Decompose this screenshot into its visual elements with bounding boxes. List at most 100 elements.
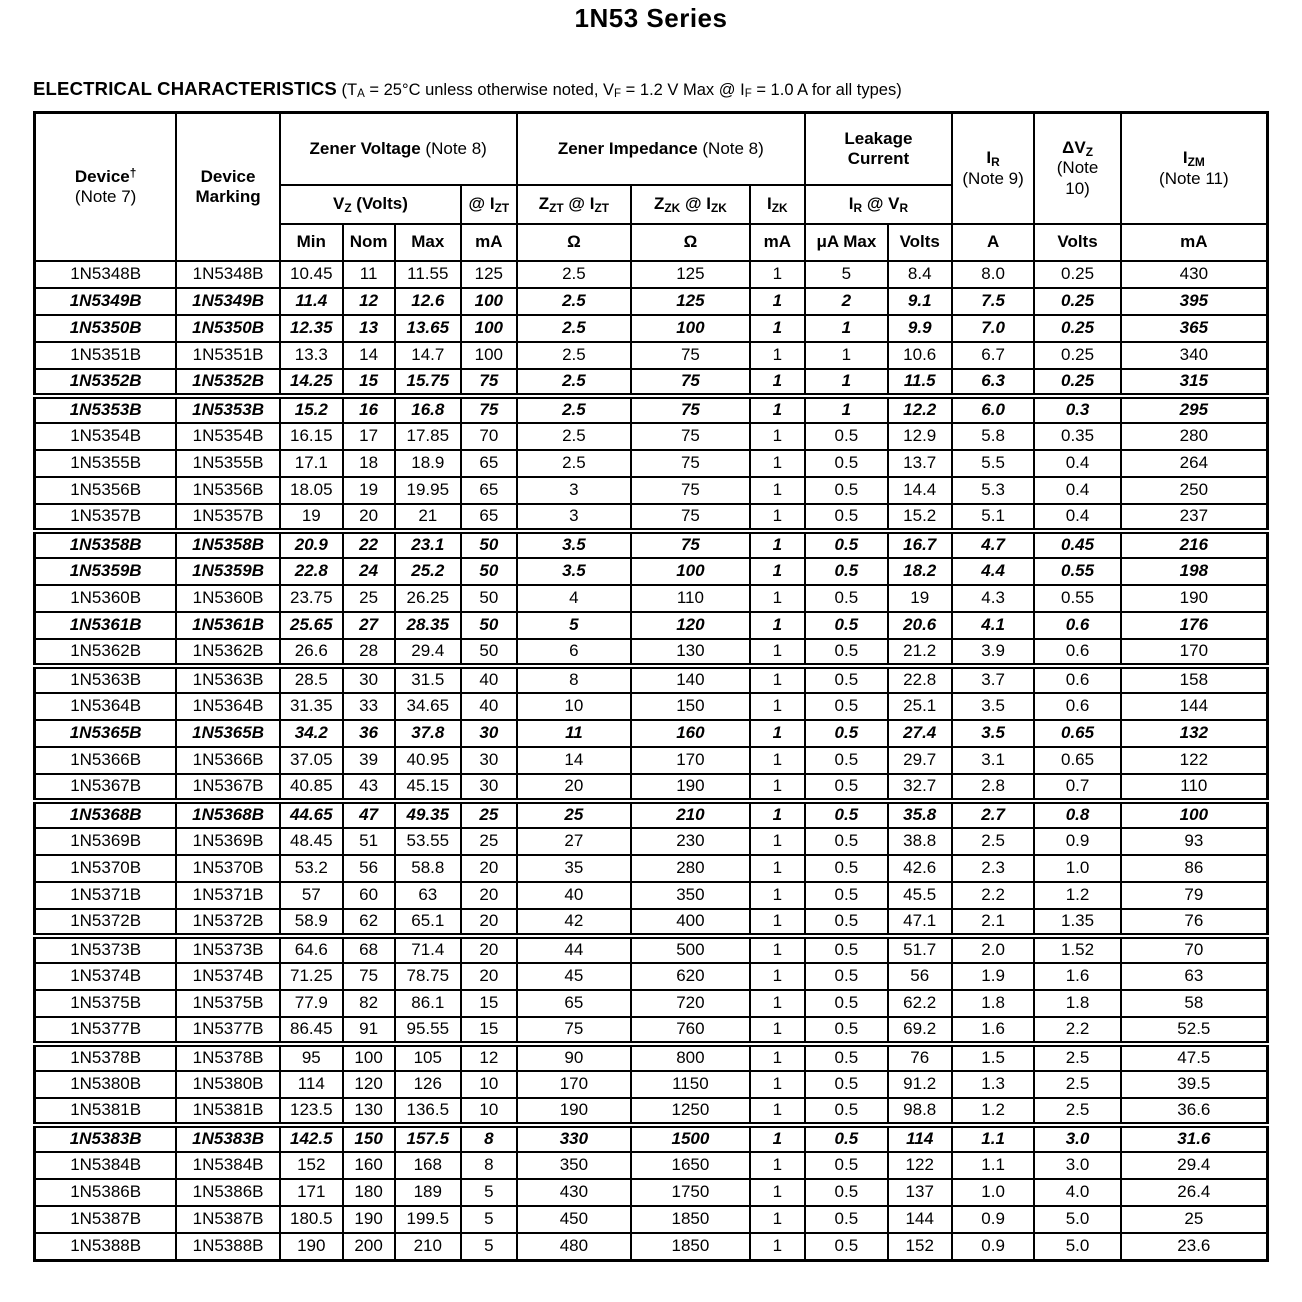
- device-group: 1N5368B 1N5368B 44.65 47 49.35 25 25 210 1 0.5 35.…: [33, 800, 1269, 937]
- vz-min-cell: 64.6: [278, 935, 344, 964]
- dvz-volts-cell: 1.0: [1033, 854, 1122, 883]
- table-row: 1N5371B 1N5371B 57 60 63 20 40 350 1 0.5 45.5 2.2 1.…: [33, 881, 1269, 910]
- marking-cell: 1N5373B: [175, 935, 281, 964]
- ir-a-cell: 2.3: [950, 854, 1036, 883]
- dvz-volts-cell: 0.65: [1033, 719, 1122, 748]
- device-cell: 1N5357B: [33, 503, 178, 532]
- vz-nom-cell: 20: [341, 503, 396, 532]
- device-cell: 1N5383B: [33, 1124, 178, 1153]
- dvz-volts-cell: 0.4: [1033, 503, 1122, 532]
- izt-ma-cell: 75: [460, 368, 518, 397]
- device-cell: 1N5364B: [33, 692, 178, 721]
- zzk-cell: 75: [630, 530, 751, 559]
- vr-volts-cell: 25.1: [886, 692, 953, 721]
- table-row: 1N5374B 1N5374B 71.25 75 78.75 20 45 620 1 0.5 56 1…: [33, 962, 1269, 991]
- izm-ma-cell: 25: [1119, 1205, 1269, 1234]
- vz-max-cell: 45.15: [393, 773, 463, 802]
- zzt-cell: 2.5: [515, 422, 633, 451]
- vz-max-cell: 189: [393, 1178, 463, 1207]
- vr-volts-cell: 9.9: [886, 314, 953, 343]
- vz-max-cell: 65.1: [393, 908, 463, 937]
- section-heading: ELECTRICAL CHARACTERISTICS: [33, 78, 337, 99]
- table-row: 1N5362B 1N5362B 26.6 28 29.4 50 6 130 1 0.5 21.2 3.…: [33, 638, 1269, 667]
- device-cell: 1N5353B: [33, 395, 178, 424]
- header-zzk-at-izk: ZZK @ IZK: [630, 184, 751, 225]
- vz-nom-cell: 16: [341, 395, 396, 424]
- table-row: 1N5357B 1N5357B 19 20 21 65 3 75 1 0.5 15.2 5.1 0.4 2…: [33, 503, 1269, 532]
- izm-ma-cell: 79: [1119, 881, 1269, 910]
- zzt-cell: 14: [515, 746, 633, 775]
- marking-cell: 1N5353B: [175, 395, 281, 424]
- vz-max-cell: 63: [393, 881, 463, 910]
- ir-a-cell: 5.8: [950, 422, 1036, 451]
- marking-cell: 1N5352B: [175, 368, 281, 397]
- izt-ma-cell: 20: [460, 962, 518, 991]
- izt-ma-cell: 20: [460, 908, 518, 937]
- vz-min-cell: 23.75: [278, 584, 344, 613]
- izt-ma-cell: 50: [460, 611, 518, 640]
- header-unit-izt-ma: mA: [460, 223, 518, 262]
- ir-ua-max-cell: 0.5: [804, 827, 889, 856]
- dvz-volts-cell: 0.7: [1033, 773, 1122, 802]
- device-cell: 1N5388B: [33, 1232, 178, 1261]
- ir-a-cell: 7.0: [950, 314, 1036, 343]
- dvz-volts-cell: 1.8: [1033, 989, 1122, 1018]
- vr-volts-cell: 62.2: [886, 989, 953, 1018]
- header-unit-ua-max: μA Max: [804, 223, 889, 262]
- vz-min-cell: 44.65: [278, 800, 344, 829]
- zzk-cell: 110: [630, 584, 751, 613]
- vz-nom-cell: 33: [341, 692, 396, 721]
- izk-cell: 1: [748, 827, 807, 856]
- ir-a-cell: 6.0: [950, 395, 1036, 424]
- device-cell: 1N5378B: [33, 1043, 178, 1072]
- device-cell: 1N5372B: [33, 908, 178, 937]
- device-cell: 1N5354B: [33, 422, 178, 451]
- vz-min-cell: 152: [278, 1151, 344, 1180]
- vz-min-cell: 14.25: [278, 368, 344, 397]
- ir-a-cell: 0.9: [950, 1232, 1036, 1261]
- device-cell: 1N5358B: [33, 530, 178, 559]
- zzk-cell: 1650: [630, 1151, 751, 1180]
- zzk-cell: 800: [630, 1043, 751, 1072]
- vz-min-cell: 28.5: [278, 665, 344, 694]
- zzk-cell: 1850: [630, 1232, 751, 1261]
- izm-ma-cell: 58: [1119, 989, 1269, 1018]
- ir-a-cell: 5.1: [950, 503, 1036, 532]
- device-cell: 1N5349B: [33, 287, 178, 316]
- vz-nom-cell: 47: [341, 800, 396, 829]
- vr-volts-cell: 152: [886, 1232, 953, 1261]
- izk-cell: 1: [748, 1124, 807, 1153]
- vr-volts-cell: 35.8: [886, 800, 953, 829]
- dvz-volts-cell: 2.5: [1033, 1097, 1122, 1126]
- ir-ua-max-cell: 0.5: [804, 530, 889, 559]
- vz-max-cell: 210: [393, 1232, 463, 1261]
- ir-a-cell: 6.3: [950, 368, 1036, 397]
- table-row: 1N5383B 1N5383B 142.5 150 157.5 8 330 1500 1 0.5 1…: [33, 1124, 1269, 1153]
- ir-ua-max-cell: 0.5: [804, 1178, 889, 1207]
- ir-ua-max-cell: 0.5: [804, 503, 889, 532]
- ir-a-cell: 1.1: [950, 1151, 1036, 1180]
- zzt-cell: 190: [515, 1097, 633, 1126]
- ir-a-cell: 8.0: [950, 260, 1036, 289]
- ir-ua-max-cell: 0.5: [804, 854, 889, 883]
- vz-max-cell: 21: [393, 503, 463, 532]
- vr-volts-cell: 12.9: [886, 422, 953, 451]
- zzt-cell: 2.5: [515, 368, 633, 397]
- izm-ma-cell: 52.5: [1119, 1016, 1269, 1045]
- vz-nom-cell: 19: [341, 476, 396, 505]
- ir-ua-max-cell: 0.5: [804, 449, 889, 478]
- marking-cell: 1N5351B: [175, 341, 281, 370]
- ir-a-cell: 2.2: [950, 881, 1036, 910]
- table-row: 1N5369B 1N5369B 48.45 51 53.55 25 27 230 1 0.5 38.…: [33, 827, 1269, 856]
- device-cell: 1N5350B: [33, 314, 178, 343]
- zzk-cell: 350: [630, 881, 751, 910]
- ir-ua-max-cell: 0.5: [804, 665, 889, 694]
- table-row: 1N5381B 1N5381B 123.5 130 136.5 10 190 1250 1 0.5…: [33, 1097, 1269, 1126]
- zzt-cell: 27: [515, 827, 633, 856]
- vz-min-cell: 171: [278, 1178, 344, 1207]
- vr-volts-cell: 51.7: [886, 935, 953, 964]
- vz-nom-cell: 82: [341, 989, 396, 1018]
- ir-ua-max-cell: 1: [804, 341, 889, 370]
- ir-a-cell: 5.5: [950, 449, 1036, 478]
- dvz-volts-cell: 1.6: [1033, 962, 1122, 991]
